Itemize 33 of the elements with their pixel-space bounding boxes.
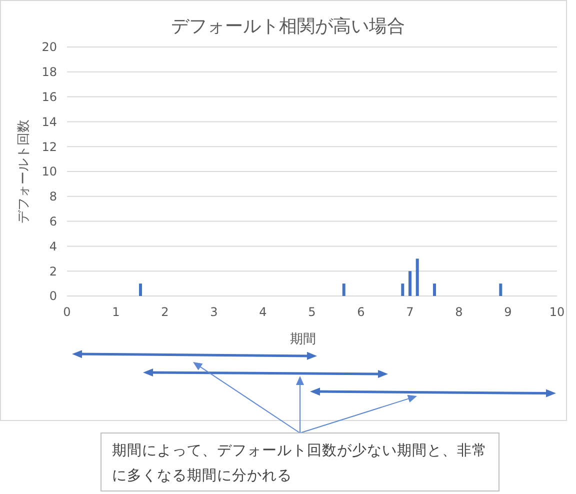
y-tick-label: 12 [42, 140, 57, 154]
text: 期間によって、デフォールト回数が少ない期間と、非常に多くなる期間に分かれる [112, 442, 487, 484]
x-tick-label: 8 [455, 305, 463, 319]
bar [499, 284, 502, 296]
x-tick-label: 7 [406, 305, 414, 319]
y-tick-label: 2 [49, 264, 57, 278]
x-tick-label: 0 [63, 305, 71, 319]
x-tick-label: 3 [210, 305, 218, 319]
y-tick-label: 4 [49, 239, 57, 254]
y-tick-label: 16 [42, 90, 57, 104]
x-tick-label: 1 [112, 305, 120, 319]
x-axis-title: 期間 [290, 332, 316, 347]
bar [416, 258, 419, 296]
x-tick-label: 6 [357, 305, 365, 319]
chart-title: デフォールト相関が高い場合 [171, 16, 405, 37]
x-tick-label: 5 [308, 305, 316, 319]
y-axis-title: デフォールト回数 [16, 120, 32, 224]
y-tick-label: 6 [49, 214, 57, 228]
bar [342, 284, 346, 296]
bar [433, 284, 436, 296]
bar [401, 284, 404, 296]
bar [139, 284, 142, 296]
y-tick-label: 14 [42, 114, 57, 129]
y-tick-label: 20 [42, 40, 57, 54]
y-tick-label: 10 [42, 164, 57, 179]
bar [408, 271, 412, 296]
y-tick-label: 18 [42, 65, 57, 80]
x-tick-label: 2 [161, 305, 169, 319]
x-tick-label: 4 [259, 305, 267, 319]
y-tick-label: 8 [49, 190, 57, 204]
y-tick-label: 0 [49, 289, 57, 304]
x-tick-label: 9 [504, 305, 512, 319]
x-tick-label: 10 [549, 305, 565, 319]
